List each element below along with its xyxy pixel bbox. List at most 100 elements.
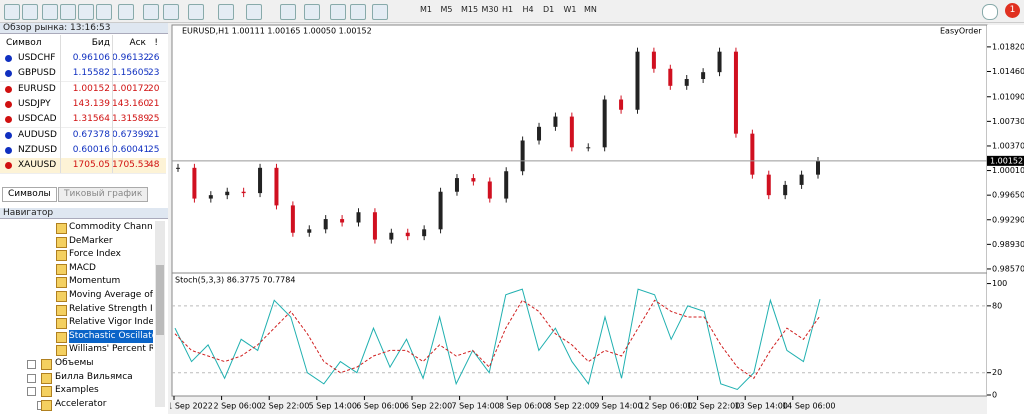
nav-item[interactable]: Stochastic Oscillator	[69, 329, 153, 343]
row-bg[interactable]	[0, 158, 166, 175]
toolbar-icon[interactable]	[163, 4, 179, 20]
quote-cell: 1.15605	[112, 68, 150, 79]
nav-item[interactable]: Force Index	[69, 249, 121, 260]
timeframe-button[interactable]: MN	[584, 5, 597, 14]
timeframe-button[interactable]: M15	[461, 5, 479, 14]
toolbar-icon[interactable]	[96, 4, 112, 20]
y-tick-label: 80	[992, 301, 1002, 310]
symbol-arrow	[5, 55, 12, 62]
x-tick-label: 6 Sep 06:00	[356, 402, 404, 411]
tab[interactable]: Тиковый график	[58, 187, 149, 202]
column-header: Аск	[129, 38, 146, 48]
y-tick-label: 1.00730	[992, 117, 1024, 126]
candle-body	[389, 232, 394, 240]
nav-folder[interactable]: Объемы	[55, 358, 94, 368]
y-tick-label: 0.98930	[992, 240, 1024, 249]
nav-icon	[56, 236, 67, 248]
quote-cell: XAUUSD	[18, 160, 57, 171]
timeframe-button[interactable]: M1	[420, 5, 432, 14]
quote-cell: 0.96106	[72, 53, 110, 63]
timeframe-button[interactable]: M30	[481, 5, 499, 14]
nav-folder[interactable]: Билла Вильямса	[55, 371, 133, 382]
scrollbar-thumb[interactable]	[156, 265, 164, 335]
vsep	[112, 35, 113, 173]
x-tick-label: 12 Sep 06:00	[639, 402, 692, 411]
search-icon[interactable]	[982, 4, 998, 20]
nav-item[interactable]: DeMarker	[69, 235, 113, 246]
current-price-box	[987, 155, 1024, 166]
toolbar-icon[interactable]	[42, 4, 58, 20]
stoch-line	[174, 299, 821, 379]
candle-body	[684, 78, 689, 86]
quote-cell: NZDUSD	[18, 144, 58, 155]
nav-folder[interactable]: Accelerator	[55, 398, 107, 409]
toolbar-icon[interactable]	[22, 4, 38, 20]
nav-item[interactable]: Commodity Channel I	[69, 222, 153, 232]
symbol-arrow	[5, 146, 12, 154]
nav-icon	[56, 223, 67, 234]
y-tick-label: 1.01090	[992, 92, 1024, 101]
y-tick-label: 1.01820	[992, 42, 1024, 51]
nav-icon	[56, 304, 67, 316]
toolbar-icon[interactable]	[118, 4, 134, 20]
toolbar-icon[interactable]	[4, 4, 20, 20]
timeframe-button[interactable]: H1	[502, 5, 514, 14]
quote-cell: 1.00152	[72, 83, 110, 94]
toolbar-icon[interactable]	[218, 4, 234, 20]
timeframe-button[interactable]: H4	[522, 5, 534, 14]
column-header: Бид	[91, 38, 110, 48]
candle-body	[340, 219, 345, 223]
quote-cell: 1.00172	[112, 83, 150, 94]
nav-expander	[27, 360, 36, 369]
timeframe-button[interactable]: W1	[563, 5, 577, 14]
toolbar-icon[interactable]	[304, 4, 320, 20]
candle-body	[405, 232, 410, 237]
nav-item[interactable]: Williams' Percent Rar	[69, 344, 153, 355]
nav-folder[interactable]: Examples	[55, 385, 99, 396]
toolbar-icon[interactable]	[372, 4, 388, 20]
notification-badge[interactable]: 1	[1005, 3, 1020, 18]
candle-body	[504, 171, 509, 199]
quote-cell: 0.60016	[72, 144, 110, 155]
nav-item[interactable]: Relative Strength Inde	[69, 303, 153, 314]
nav-item[interactable]: Relative Vigor Index	[69, 317, 153, 328]
candle-body	[274, 167, 279, 206]
stoch-line	[174, 288, 821, 391]
toolbar-icon[interactable]	[350, 4, 366, 20]
toolbar-icon[interactable]	[143, 4, 159, 20]
candle-body	[553, 116, 558, 127]
toolbar-icon[interactable]	[188, 4, 204, 20]
toolbar-icon[interactable]	[280, 4, 296, 20]
tab[interactable]: Символы	[2, 187, 57, 202]
toolbar-icon[interactable]	[246, 4, 262, 20]
x-tick-label: 6 Sep 22:00	[404, 402, 452, 411]
toolbar-icon[interactable]	[60, 4, 76, 20]
nav-icon	[56, 318, 67, 330]
toolbar-icon[interactable]	[78, 4, 94, 20]
nav-icon	[56, 263, 67, 275]
quote-cell: 1.31564	[72, 114, 110, 125]
nav-icon	[56, 250, 67, 262]
timeframe-button[interactable]: M5	[440, 5, 453, 14]
nav-item[interactable]: Moving Average of C	[69, 290, 153, 300]
candle-body	[372, 212, 377, 240]
nav-item[interactable]: MACD	[69, 262, 96, 273]
nav-expander	[27, 373, 36, 383]
timeframe-button[interactable]: D1	[543, 5, 555, 14]
quote-cell: 1.15582	[72, 68, 110, 79]
nav-item[interactable]: Momentum	[69, 276, 121, 287]
left-panel: Обзор рынка: 13:16:53 Символ Бид Аск! USDCHF…	[0, 23, 168, 414]
quote-cell: 25	[148, 144, 160, 155]
y-tick-label: 20	[992, 368, 1002, 377]
x-tick-label: 12 Sep 22:00	[687, 402, 740, 411]
quote-cell: 143.160	[112, 98, 150, 109]
y-tick-label: 1.01460	[992, 67, 1024, 76]
x-tick-label: 1 Sep 2022	[170, 402, 213, 411]
toolbar-icon[interactable]	[330, 4, 346, 20]
quote-cell: 1705.53	[112, 160, 150, 171]
axis-bg	[987, 25, 1024, 414]
candle-body	[750, 133, 755, 175]
nav-icon	[56, 331, 67, 343]
y-tick-label: 0	[992, 391, 997, 400]
candle-body	[225, 191, 230, 196]
